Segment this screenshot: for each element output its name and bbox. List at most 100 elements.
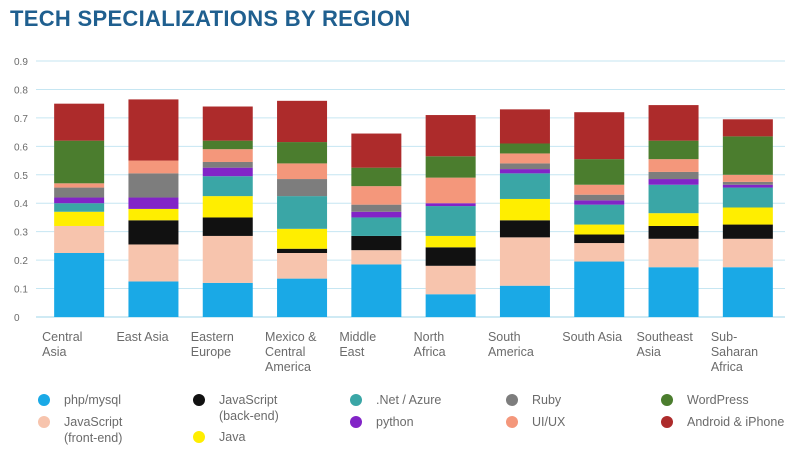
bar-segment — [499, 173, 550, 199]
bar-segment — [722, 136, 773, 175]
bar-segment — [128, 208, 179, 221]
bar-segment — [277, 248, 328, 253]
bar-segment — [425, 203, 476, 207]
x-tick-label: Southeast Asia — [637, 330, 694, 359]
bar-segment — [722, 187, 773, 208]
bar-segment — [499, 163, 550, 170]
legend-swatch — [506, 416, 518, 428]
bar-segment — [425, 294, 476, 317]
bar-segment — [54, 253, 105, 317]
bar-segment — [648, 213, 699, 226]
bar-stack — [128, 99, 179, 317]
bar-segment — [277, 100, 328, 143]
y-tick-label: 0.1 — [14, 285, 28, 296]
legend-label: Android & iPhone — [687, 415, 785, 429]
bar-segment — [574, 194, 625, 201]
bar-segment — [648, 238, 699, 268]
bar-segment — [351, 250, 402, 265]
bars — [54, 99, 773, 317]
bar-segment — [54, 103, 105, 141]
legend-item: Android & iPhone — [661, 414, 784, 430]
bar-stack — [425, 115, 476, 317]
bar-segment — [128, 244, 179, 282]
bar-segment — [202, 176, 253, 197]
bar-segment — [648, 179, 699, 185]
bar-segment — [128, 281, 179, 317]
bar-segment — [722, 181, 773, 185]
bar-segment — [277, 196, 328, 229]
legend-swatch — [193, 431, 205, 443]
legend-item: php/mysql — [38, 392, 121, 408]
bar-segment — [648, 184, 699, 214]
legend-label: Ruby — [532, 393, 562, 407]
legend-swatch — [350, 416, 362, 428]
bar-stack — [648, 105, 699, 317]
bar-segment — [499, 198, 550, 221]
x-tick-label: North Africa — [414, 330, 446, 359]
bar-segment — [54, 203, 105, 212]
bar-segment — [202, 282, 253, 317]
bar-segment — [351, 167, 402, 187]
bar-segment — [202, 149, 253, 162]
x-tick-label: Mexico & Central America — [265, 330, 317, 374]
x-axis-labels: Central Asia East Asia Eastern Europe Mexico … — [42, 330, 758, 374]
bar-segment — [574, 204, 625, 225]
bar-stack — [574, 112, 625, 317]
bar-segment — [648, 159, 699, 172]
legend-label: WordPress — [687, 393, 749, 407]
bar-stack — [722, 119, 773, 317]
bar-segment — [574, 243, 625, 262]
bar-segment — [425, 156, 476, 178]
legend-swatch — [38, 394, 50, 406]
y-tick-label: 0.6 — [14, 142, 28, 153]
bar-segment — [128, 197, 179, 209]
bar-segment — [351, 217, 402, 236]
legend-item: WordPress — [661, 392, 749, 408]
bar-segment — [425, 265, 476, 295]
y-tick-label: 0 — [14, 313, 20, 324]
bar-stack — [202, 106, 253, 317]
bar-segment — [277, 228, 328, 249]
bar-segment — [499, 237, 550, 286]
legend-item: JavaScript (front-end) — [38, 414, 122, 446]
y-axis-ticks: 0 0.1 0.2 0.3 0.4 0.5 0.6 0.7 0.8 0.9 — [14, 57, 28, 324]
legend-item: Ruby — [506, 392, 561, 408]
bar-segment — [722, 224, 773, 239]
bar-segment — [574, 234, 625, 244]
x-tick-label: Central Asia — [42, 330, 82, 359]
bar-segment — [499, 153, 550, 164]
bar-segment — [202, 196, 253, 218]
bar-segment — [648, 105, 699, 141]
bar-segment — [722, 238, 773, 268]
bar-segment — [54, 211, 105, 226]
bar-segment — [277, 142, 328, 164]
x-tick-label: East Asia — [116, 330, 168, 344]
x-tick-label: Middle East — [339, 330, 376, 359]
bar-segment — [277, 163, 328, 180]
stacked-bar-chart: 0 0.1 0.2 0.3 0.4 0.5 0.6 0.7 0.8 0.9 Central Asia… — [14, 57, 785, 374]
legend-label: php/mysql — [64, 393, 121, 407]
legend-label: UI/UX — [532, 415, 566, 429]
bar-segment — [128, 220, 179, 245]
bar-segment — [351, 204, 402, 212]
legend-item: python — [350, 414, 414, 430]
bar-segment — [722, 119, 773, 137]
bar-segment — [54, 140, 105, 184]
legend-label: .Net / Azure — [376, 393, 442, 407]
bar-segment — [574, 224, 625, 235]
legend-swatch — [38, 416, 50, 428]
bar-segment — [54, 197, 105, 204]
x-tick-label: Eastern Europe — [191, 330, 234, 359]
y-tick-label: 0.3 — [14, 228, 28, 239]
bar-segment — [425, 177, 476, 204]
x-tick-label: South Asia — [562, 330, 622, 344]
bar-stack — [277, 100, 328, 317]
y-tick-label: 0.2 — [14, 256, 28, 267]
bar-segment — [202, 161, 253, 168]
bar-segment — [425, 206, 476, 236]
bar-segment — [648, 140, 699, 160]
bar-stack — [351, 133, 402, 317]
bar-segment — [722, 267, 773, 317]
legend-swatch — [661, 394, 673, 406]
legend-label: Java — [219, 430, 246, 444]
